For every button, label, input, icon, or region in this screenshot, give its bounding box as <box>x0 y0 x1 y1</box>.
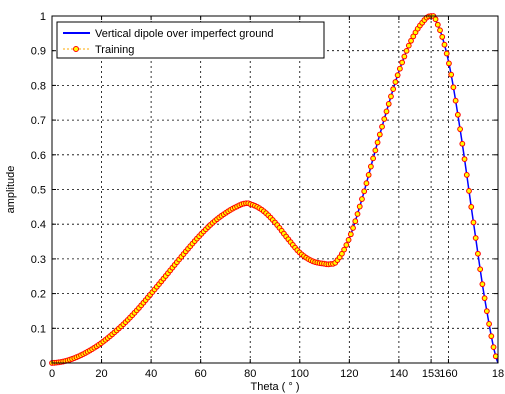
training-point <box>365 172 372 178</box>
training-point <box>448 71 455 78</box>
training-point <box>479 281 486 288</box>
y-axis-label: amplitude <box>5 166 17 214</box>
x-tick-label: 0 <box>49 368 55 380</box>
training-point <box>437 27 443 34</box>
series-layer <box>49 13 499 366</box>
training-point <box>376 131 383 138</box>
training-point <box>454 111 461 118</box>
training-point <box>372 147 379 154</box>
training-point <box>452 97 459 104</box>
x-tick-label: 153 <box>422 368 440 380</box>
x-tick-label: 60 <box>195 368 207 380</box>
legend-box <box>56 21 325 59</box>
training-point <box>434 21 441 28</box>
training-point <box>405 42 412 49</box>
training-point <box>466 188 472 194</box>
training-point <box>481 295 488 302</box>
y-tick-label: 0.6 <box>31 150 46 162</box>
training-point <box>450 84 457 91</box>
training-point <box>383 108 390 115</box>
y-tick-label: 0.5 <box>31 185 46 197</box>
y-tick-label: 0.1 <box>31 323 46 335</box>
legend-marker-training <box>73 46 79 52</box>
training-point <box>403 47 410 54</box>
x-tick-label: 120 <box>340 368 358 380</box>
x-tick-label: 140 <box>390 368 408 380</box>
training-point <box>472 235 479 241</box>
training-point <box>399 59 406 66</box>
training-point <box>361 188 368 195</box>
training-point <box>392 79 399 85</box>
training-point <box>470 219 477 226</box>
training-point <box>401 53 408 60</box>
training-point <box>345 236 352 243</box>
training-point <box>439 34 446 40</box>
x-tick-label: 160 <box>439 368 457 380</box>
training-point <box>488 333 495 340</box>
training-point <box>359 196 365 202</box>
training-point <box>381 116 388 122</box>
x-tick-label: 40 <box>145 368 157 380</box>
training-point <box>477 266 484 273</box>
x-tick-label: 100 <box>291 368 309 380</box>
training-point <box>356 203 363 210</box>
legend: Vertical dipole over imperfect ground Tr… <box>56 21 325 59</box>
training-point <box>354 211 361 217</box>
training-point <box>492 353 499 360</box>
training-point <box>343 242 350 248</box>
training-point <box>446 60 452 67</box>
training-point <box>394 72 401 79</box>
legend-label-training: Training <box>95 44 134 56</box>
y-tick-label: 0 <box>40 358 46 370</box>
training-point <box>390 86 397 92</box>
training-point <box>385 101 392 107</box>
training-point <box>443 50 450 57</box>
training-point <box>379 123 385 130</box>
training-point <box>459 140 466 147</box>
training-point <box>350 225 356 231</box>
grid <box>52 16 498 363</box>
y-tick-label: 0.3 <box>31 254 46 266</box>
y-tick-label: 0.8 <box>31 80 46 92</box>
training-point <box>367 163 374 170</box>
training-point <box>457 126 463 133</box>
x-axis-label: Theta ( ° ) <box>250 381 299 393</box>
x-tick-label: 20 <box>95 368 107 380</box>
y-tick-label: 0.7 <box>31 115 46 127</box>
training-point <box>463 172 470 178</box>
training-point <box>374 139 381 146</box>
x-tick-label: 18 <box>492 368 504 380</box>
training-point <box>363 180 370 187</box>
training-point <box>432 16 439 23</box>
training-point <box>341 246 348 253</box>
x-tick-label: 80 <box>244 368 256 380</box>
training-point <box>347 231 354 238</box>
training-point <box>475 250 481 257</box>
training-point <box>388 93 394 100</box>
y-tick-label: 0.2 <box>31 289 46 301</box>
training-point <box>490 344 497 351</box>
legend-label-dipole: Vertical dipole over imperfect ground <box>95 28 274 40</box>
training-point <box>486 321 492 327</box>
y-tick-label: 0.9 <box>31 46 46 58</box>
training-point <box>468 204 475 210</box>
training-point <box>370 155 377 162</box>
training-point <box>396 65 403 72</box>
training-point <box>352 218 359 225</box>
training-point <box>483 308 490 315</box>
y-tick-label: 1 <box>40 11 46 23</box>
training-point <box>408 37 414 44</box>
training-point <box>441 41 448 48</box>
y-tick-label: 0.4 <box>31 219 46 231</box>
training-point <box>461 156 468 162</box>
